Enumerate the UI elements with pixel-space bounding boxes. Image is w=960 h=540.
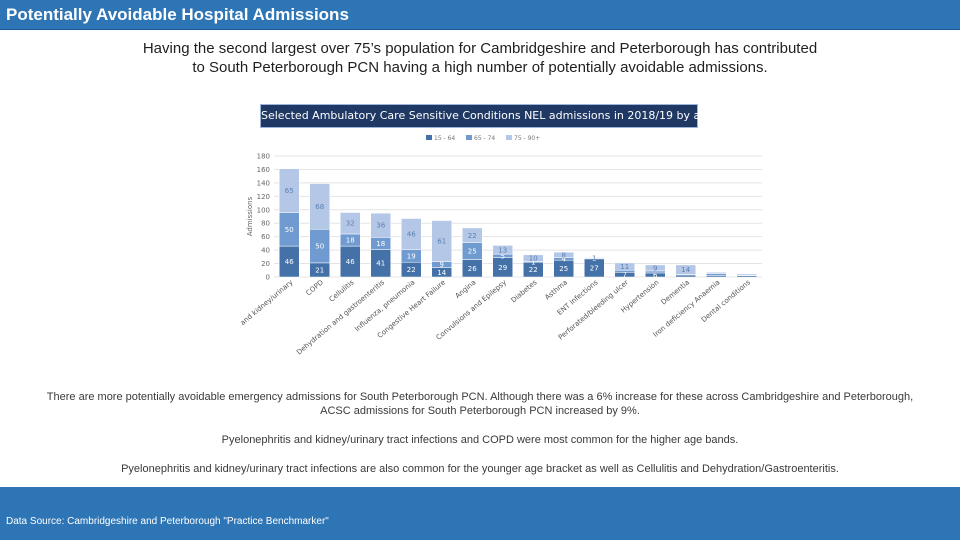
data-label: 5	[501, 252, 505, 260]
data-label: 9	[653, 264, 657, 272]
data-label: 14	[681, 266, 690, 274]
data-label: 27	[590, 264, 599, 272]
y-tick-label: 80	[261, 220, 270, 228]
data-label: 7	[623, 271, 627, 279]
data-label: 10	[529, 255, 538, 263]
paragraph-increase: There are more potentially avoidable eme…	[46, 391, 914, 417]
data-label: 41	[376, 260, 385, 268]
data-label: 68	[315, 203, 324, 211]
data-label: 32	[346, 220, 355, 228]
x-tick-label: Dementia	[660, 278, 691, 306]
data-label: 25	[559, 265, 568, 273]
x-tick-label: Diabetes	[510, 278, 539, 304]
data-label: 22	[407, 266, 416, 274]
legend-swatch-0	[426, 135, 432, 140]
data-label: 26	[468, 265, 477, 273]
bar-75-90plus	[309, 183, 330, 230]
bar-15-64	[675, 274, 696, 278]
data-label: 61	[437, 238, 446, 246]
header-bar: Potentially Avoidable Hospital Admission…	[0, 0, 960, 30]
data-label: 14	[437, 269, 446, 277]
data-label: 50	[315, 243, 324, 251]
data-label: 29	[498, 264, 507, 272]
data-label: 46	[285, 258, 294, 266]
data-label: 18	[346, 237, 355, 245]
bar-75-90plus	[614, 262, 635, 271]
page-title: Potentially Avoidable Hospital Admission…	[6, 5, 349, 24]
x-tick-label: COPD	[305, 278, 325, 297]
data-label: 9	[440, 261, 444, 269]
data-label: 18	[376, 240, 385, 248]
chart-title: Selected Ambulatory Care Sensitive Condi…	[261, 109, 715, 122]
legend-swatch-2	[506, 135, 512, 140]
x-tick-label: Cellulitis	[328, 278, 356, 303]
bar-75-90plus	[431, 220, 452, 262]
legend-label-0: 15 - 64	[434, 135, 455, 142]
data-label: 36	[376, 222, 385, 230]
y-tick-label: 140	[257, 179, 270, 187]
stacked-bar-chart: 15 - 64 65 - 74 75 - 90+ 0 20 40 60 80 100 120 140…	[240, 135, 762, 360]
data-label: 1	[531, 258, 535, 266]
x-tick-label: Asthma	[543, 278, 569, 301]
y-tick-label: 20	[261, 260, 270, 268]
paragraph-higher-age: Pyelonephritis and kidney/urinary tract …	[221, 434, 739, 446]
data-label: 46	[407, 230, 416, 238]
data-label: 19	[407, 252, 416, 260]
paragraph-younger-age: Pyelonephritis and kidney/urinary tract …	[121, 463, 839, 475]
data-label: 11	[620, 263, 629, 271]
y-tick-label: 0	[266, 274, 270, 282]
y-axis-label: Admissions	[246, 196, 254, 236]
y-tick-label: 180	[257, 153, 270, 161]
legend-label-1: 65 - 74	[474, 135, 495, 142]
data-label: 65	[285, 187, 294, 195]
legend-label-2: 75 - 90+	[514, 135, 540, 142]
y-tick-label: 120	[257, 193, 270, 201]
data-label: 21	[315, 266, 324, 274]
data-label: 1	[592, 254, 596, 262]
bar-75-90plus	[553, 251, 574, 258]
data-label: 4	[562, 255, 567, 263]
bar-75-90plus	[736, 273, 757, 276]
y-tick-label: 40	[261, 247, 270, 255]
footer-bar: Data Source: Cambridgeshire and Peterbor…	[0, 487, 960, 540]
data-label: 22	[468, 232, 477, 240]
bar-75-90plus	[401, 218, 422, 250]
y-tick-label: 60	[261, 233, 270, 241]
x-tick-label: Angina	[454, 278, 478, 300]
bar-75-90plus	[706, 272, 727, 274]
bar-75-90plus	[340, 212, 361, 235]
data-label: 50	[285, 226, 294, 234]
bar-75-90plus	[492, 245, 513, 255]
bar-75-90plus	[645, 264, 666, 272]
bar-75-90plus	[462, 227, 483, 243]
data-label: 1	[592, 255, 596, 263]
data-label: 6	[653, 271, 658, 279]
bar-65-74	[706, 273, 727, 276]
y-tick-label: 100	[257, 206, 270, 214]
chart-title-box: Selected Ambulatory Care Sensitive Condi…	[260, 104, 715, 128]
bar-75-90plus	[370, 212, 391, 238]
bar-75-90plus	[675, 264, 696, 275]
y-tick-label: 160	[257, 166, 270, 174]
data-label: 22	[529, 266, 538, 274]
intro-text: Having the second largest over 75’s popu…	[142, 40, 818, 76]
data-label: 25	[468, 248, 477, 256]
bar-75-90plus	[279, 168, 300, 213]
data-label: 46	[346, 258, 355, 266]
bar-75-90plus	[523, 254, 544, 262]
data-label: 13	[498, 246, 507, 254]
bar-75-90plus	[584, 257, 605, 259]
x-tick-label: Pyelonephritis and kidney/urinary	[240, 278, 295, 360]
data-label: 8	[562, 251, 566, 259]
data-source: Data Source: Cambridgeshire and Peterbor…	[6, 516, 329, 527]
legend-swatch-1	[466, 135, 472, 140]
